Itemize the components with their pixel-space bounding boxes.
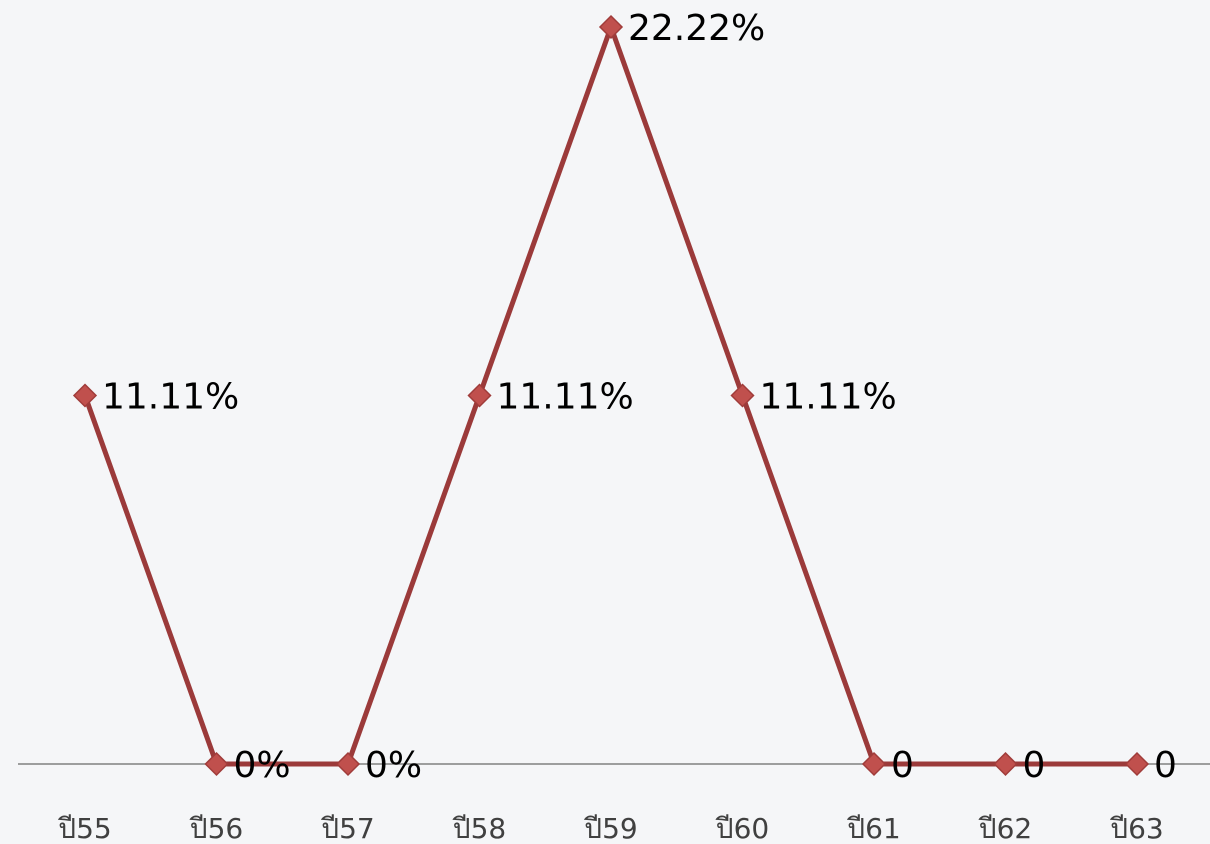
data-label: 0% xyxy=(365,745,422,786)
data-point-marker xyxy=(730,383,755,408)
data-point-marker xyxy=(1124,751,1150,777)
x-tick-label: ปี63 xyxy=(1109,812,1163,844)
data-point-marker xyxy=(204,751,229,777)
x-tick-label: ปี56 xyxy=(189,812,243,844)
x-tick-label: ปี62 xyxy=(978,812,1032,844)
data-label: 22.22% xyxy=(628,8,765,49)
x-tick-label: ปี61 xyxy=(846,812,900,844)
x-tick-labels: ปี55 ปี56 ปี57 ปี58 ปี59 ปี60 ปี61 ปี62 ปี63 xyxy=(57,812,1163,844)
x-tick-label: ปี55 xyxy=(57,812,111,844)
series-layer: 11.11% 0% 0% 11.11% 22.22% 11.11% 0 0 0 xyxy=(72,8,1177,786)
data-point-marker xyxy=(72,383,98,408)
data-point-marker xyxy=(993,751,1018,777)
data-label: 11.11% xyxy=(497,377,634,418)
data-point-marker xyxy=(598,14,624,40)
data-label: 0% xyxy=(234,745,291,786)
x-tick-label: ปี58 xyxy=(452,812,506,844)
data-label: 11.11% xyxy=(760,377,897,418)
data-label: 0 xyxy=(1023,745,1046,786)
data-label: 0 xyxy=(891,745,914,786)
x-tick-label: ปี60 xyxy=(715,812,769,844)
data-point-marker xyxy=(335,751,361,777)
data-point-marker xyxy=(861,751,887,777)
x-tick-label: ปี57 xyxy=(320,812,374,844)
data-label: 0 xyxy=(1154,745,1177,786)
data-label: 11.11% xyxy=(102,377,239,418)
x-tick-label: ปี59 xyxy=(583,812,637,844)
data-point-marker xyxy=(467,383,492,408)
